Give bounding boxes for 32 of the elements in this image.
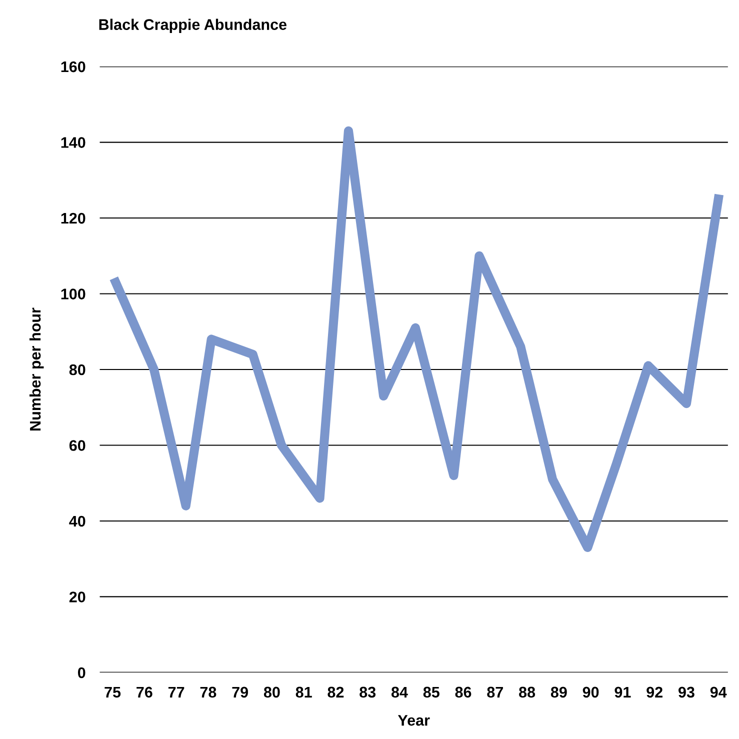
- x-tick-label: 91: [614, 686, 631, 698]
- x-tick-label: 85: [423, 686, 440, 698]
- x-tick-label: 86: [455, 686, 472, 698]
- x-tick-label: 77: [168, 686, 184, 698]
- x-tick-label: 90: [582, 686, 599, 698]
- y-tick-label: 60: [69, 440, 86, 451]
- x-tick-label: 78: [200, 686, 216, 698]
- x-tick-label: 94: [710, 686, 727, 698]
- y-tick-label: 40: [69, 516, 86, 527]
- x-tick-label: 82: [328, 686, 344, 698]
- y-tick-label: 120: [61, 212, 86, 224]
- x-tick-label: 79: [232, 686, 248, 698]
- x-tick-label: 80: [264, 686, 280, 698]
- x-tick-label: 92: [646, 686, 662, 698]
- y-tick-label: 0: [78, 667, 86, 678]
- chart-title: Black Crappie Abundance: [99, 18, 287, 33]
- x-tick-label: 89: [550, 686, 567, 698]
- x-tick-label: 83: [360, 686, 376, 698]
- y-tick-label: 100: [61, 288, 86, 300]
- x-tick-label: 93: [678, 686, 694, 698]
- y-tick-label: 20: [69, 592, 86, 602]
- x-tick-label: 75: [104, 686, 121, 698]
- x-tick-label: 84: [391, 686, 408, 698]
- y-tick-label: 80: [69, 364, 86, 376]
- x-tick-label: 76: [136, 686, 152, 698]
- y-tick-label: 160: [61, 61, 86, 72]
- y-tick-label: 140: [61, 137, 86, 148]
- x-axis-title: Year: [398, 715, 430, 726]
- x-tick-label: 87: [487, 686, 503, 698]
- x-tick-label: 88: [519, 686, 536, 698]
- y-axis-title: Number per hour: [29, 308, 44, 430]
- x-tick-label: 81: [296, 686, 312, 698]
